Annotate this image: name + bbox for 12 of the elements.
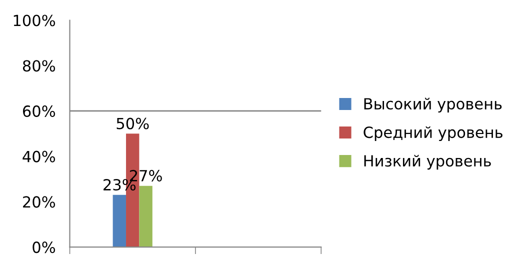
y-tick-label: 20% <box>23 196 56 208</box>
bar <box>112 194 126 248</box>
y-tick-label: 0% <box>32 242 56 254</box>
legend-label: Средний уровень <box>364 126 502 142</box>
y-tick-label: 100% <box>14 14 56 26</box>
y-tick-label: 40% <box>22 150 56 162</box>
data-label: 50% <box>116 118 149 130</box>
y-tick-label: 60% <box>22 105 56 117</box>
legend-label: Низкий уровень <box>364 154 491 170</box>
bar <box>139 186 152 248</box>
legend-label: Высокий уровень <box>364 98 502 113</box>
y-tick-label: 80% <box>22 60 56 72</box>
